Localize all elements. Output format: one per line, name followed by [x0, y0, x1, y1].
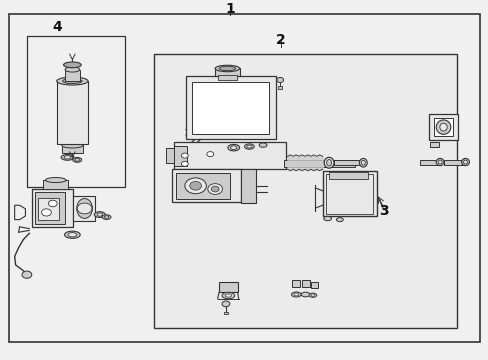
Ellipse shape — [244, 144, 254, 149]
Ellipse shape — [310, 294, 314, 297]
Ellipse shape — [326, 159, 331, 166]
Ellipse shape — [61, 142, 83, 148]
Ellipse shape — [61, 154, 74, 160]
Bar — [27, 36, 124, 187]
Bar — [173, 142, 285, 169]
Circle shape — [189, 181, 201, 190]
Ellipse shape — [435, 120, 450, 134]
Bar — [328, 172, 367, 179]
Ellipse shape — [336, 218, 343, 222]
Bar — [433, 118, 452, 136]
Bar — [429, 141, 438, 147]
Ellipse shape — [62, 78, 82, 84]
Ellipse shape — [291, 292, 301, 297]
Ellipse shape — [215, 65, 239, 72]
Bar — [283, 160, 354, 167]
Bar — [219, 282, 237, 292]
Circle shape — [22, 271, 32, 278]
Bar — [333, 160, 363, 165]
Bar — [172, 169, 240, 202]
Ellipse shape — [225, 294, 231, 297]
Text: 1: 1 — [224, 2, 234, 16]
Circle shape — [184, 178, 206, 194]
Circle shape — [206, 152, 213, 157]
Ellipse shape — [359, 158, 366, 167]
Circle shape — [222, 301, 229, 307]
Circle shape — [77, 203, 92, 214]
Ellipse shape — [361, 161, 365, 165]
Ellipse shape — [97, 213, 102, 216]
Ellipse shape — [64, 231, 80, 238]
Ellipse shape — [437, 160, 441, 164]
Circle shape — [48, 200, 57, 207]
Bar — [278, 86, 282, 89]
Ellipse shape — [435, 158, 443, 166]
Bar — [65, 69, 80, 81]
Circle shape — [181, 161, 188, 166]
Bar — [38, 198, 59, 220]
Ellipse shape — [45, 177, 66, 183]
Ellipse shape — [463, 160, 467, 164]
Ellipse shape — [57, 77, 88, 85]
Bar — [322, 171, 376, 216]
Ellipse shape — [68, 233, 77, 237]
Ellipse shape — [259, 143, 266, 147]
Bar — [292, 280, 300, 287]
Bar — [32, 189, 73, 227]
Text: 3: 3 — [378, 204, 388, 218]
Bar — [176, 173, 229, 199]
Ellipse shape — [439, 123, 447, 131]
Ellipse shape — [94, 212, 105, 217]
Bar — [224, 312, 227, 314]
Bar — [61, 145, 83, 153]
Bar — [443, 159, 464, 165]
Ellipse shape — [77, 199, 92, 219]
Ellipse shape — [230, 146, 236, 149]
Bar — [166, 148, 174, 163]
Ellipse shape — [219, 66, 235, 71]
Bar — [310, 282, 317, 288]
Ellipse shape — [301, 292, 309, 297]
Text: 4: 4 — [53, 20, 62, 34]
Circle shape — [276, 77, 283, 82]
Bar — [301, 280, 309, 287]
Bar — [185, 76, 276, 139]
Text: 2: 2 — [276, 33, 285, 48]
Bar — [218, 75, 236, 80]
Bar — [35, 192, 64, 224]
Ellipse shape — [65, 67, 80, 72]
Ellipse shape — [323, 216, 331, 221]
Bar — [57, 81, 88, 144]
Circle shape — [211, 186, 219, 192]
Bar — [215, 68, 239, 76]
Ellipse shape — [293, 293, 298, 296]
Ellipse shape — [227, 144, 239, 151]
Bar — [43, 180, 68, 189]
Ellipse shape — [222, 292, 234, 299]
Bar — [428, 114, 457, 140]
Bar — [192, 82, 269, 134]
Bar — [154, 54, 456, 328]
Ellipse shape — [246, 145, 252, 148]
Bar — [173, 146, 187, 166]
Ellipse shape — [75, 159, 79, 161]
Circle shape — [41, 209, 51, 216]
Ellipse shape — [308, 293, 316, 297]
Ellipse shape — [73, 158, 81, 162]
Circle shape — [181, 153, 188, 158]
Bar — [73, 195, 95, 221]
Ellipse shape — [104, 216, 108, 219]
Bar — [419, 159, 437, 165]
Ellipse shape — [63, 62, 81, 68]
Ellipse shape — [324, 157, 333, 168]
Ellipse shape — [102, 215, 111, 220]
Circle shape — [207, 184, 222, 194]
Ellipse shape — [64, 156, 71, 159]
Bar — [325, 174, 372, 213]
Ellipse shape — [461, 158, 468, 166]
Bar — [241, 168, 255, 203]
